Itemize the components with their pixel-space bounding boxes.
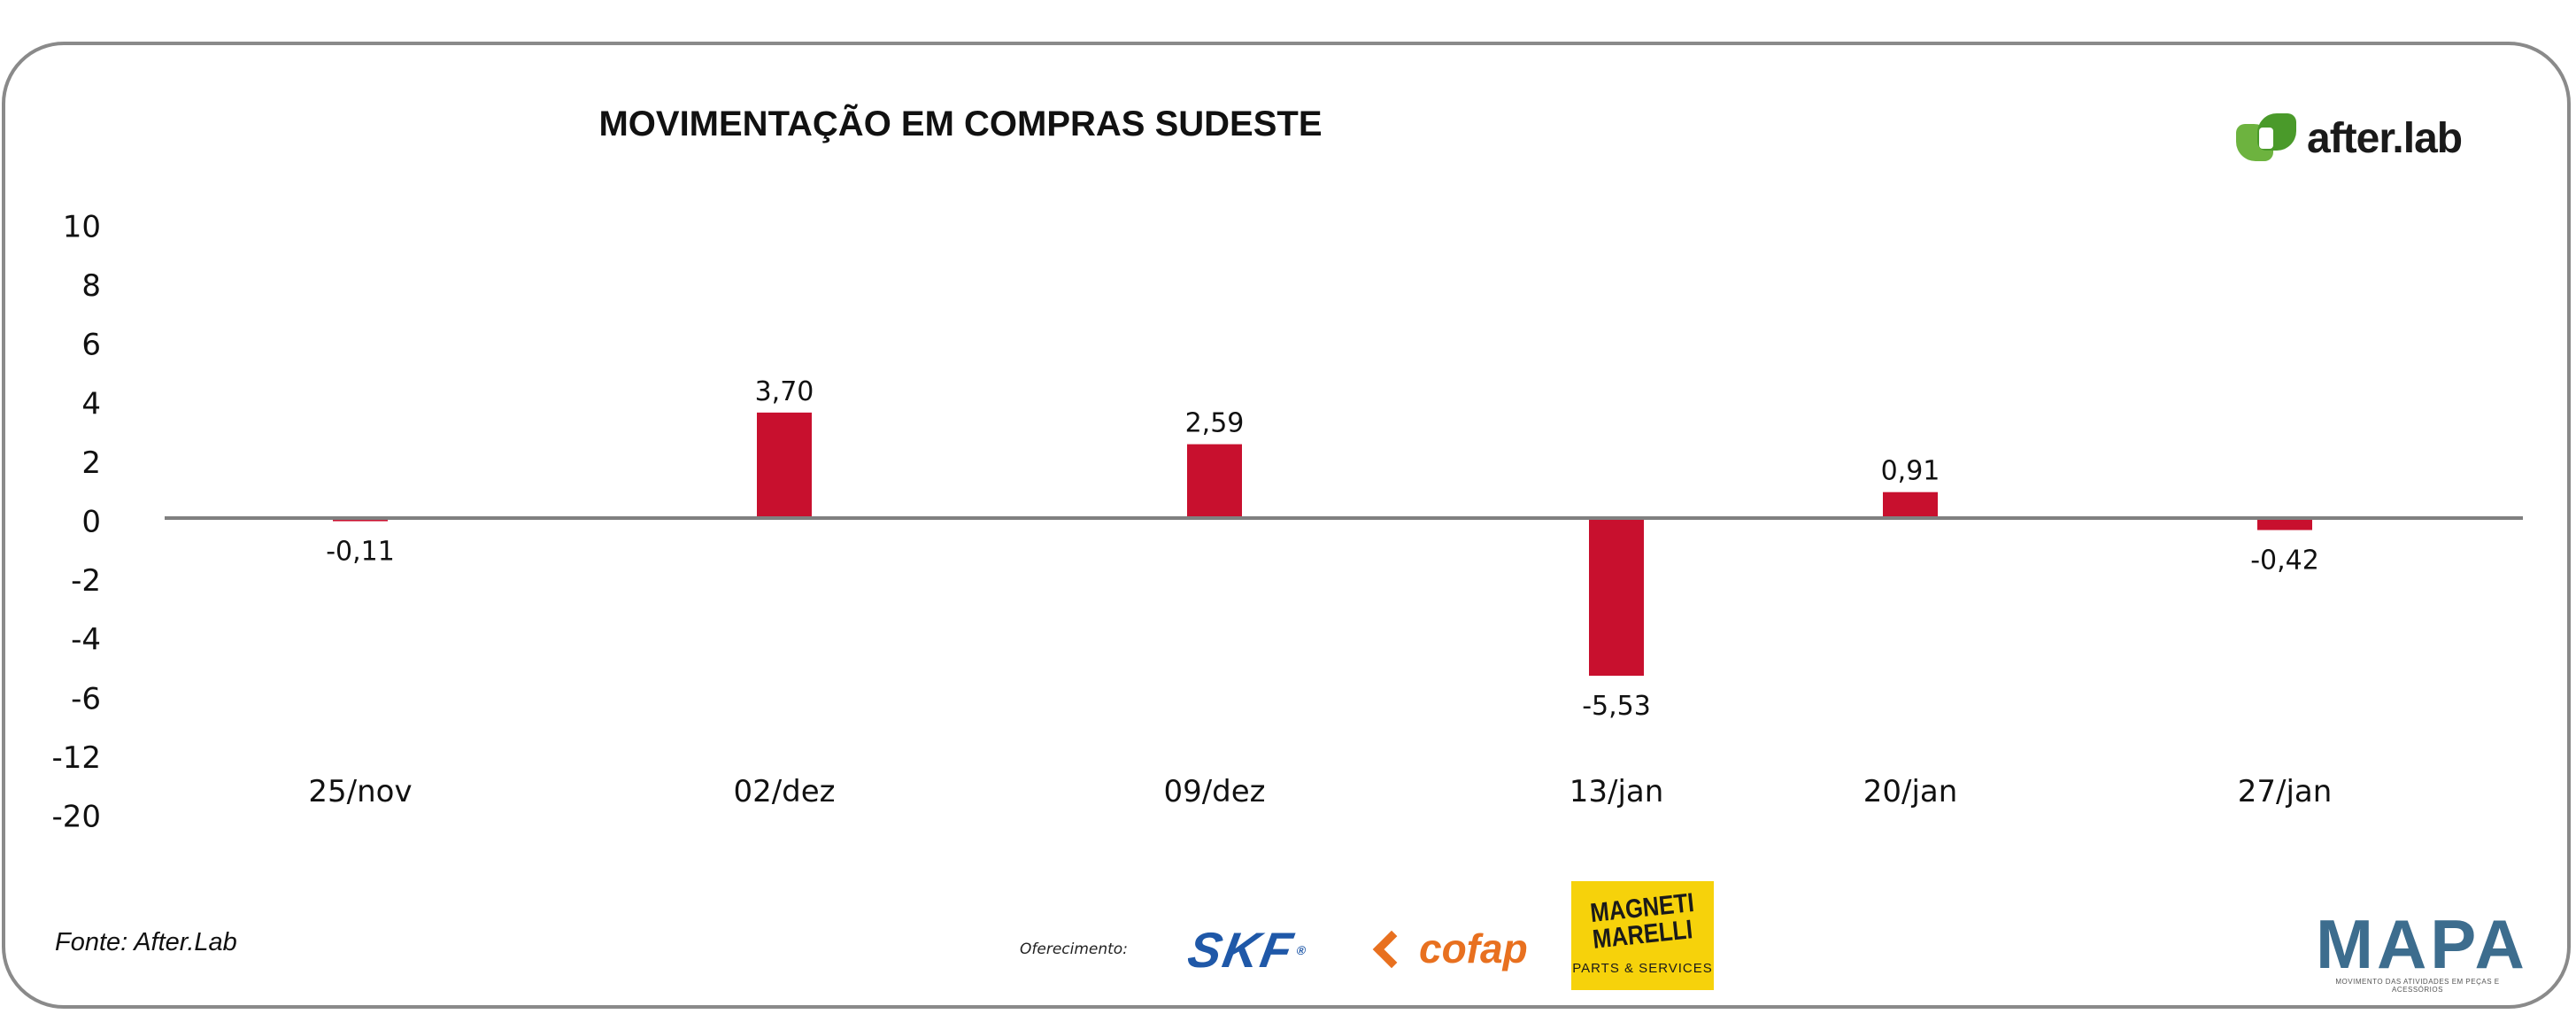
y-tick-label: -6 — [71, 681, 101, 716]
source-note: Fonte: After.Lab — [55, 928, 237, 956]
data-label: 3,70 — [755, 376, 814, 407]
afterlab-wordmark: after.lab — [2307, 114, 2463, 162]
bar — [1589, 518, 1644, 677]
y-tick-label: -2 — [71, 563, 101, 599]
bar — [2257, 518, 2312, 530]
magneti-marelli-tagline: PARTS & SERVICES — [1572, 961, 1713, 976]
x-category-label: 27/jan — [2238, 774, 2333, 809]
skf-wordmark: SKF — [1184, 922, 1299, 978]
data-label: 2,59 — [1185, 408, 1245, 439]
magneti-marelli-logo: MAGNETI MARELLI PARTS & SERVICES — [1571, 881, 1714, 990]
afterlab-logo: after.lab — [2236, 113, 2463, 163]
afterlab-logo-icon — [2236, 113, 2298, 163]
data-label: -5,53 — [1582, 691, 1651, 722]
y-tick-label: 0 — [81, 505, 101, 540]
mapa-tagline: MOVIMENTO DAS ATIVIDADES EM PEÇAS E ACES… — [2335, 978, 2500, 994]
y-tick-label: -4 — [71, 623, 101, 658]
skf-logo: SKF ® — [1184, 921, 1313, 979]
chart-frame — [2, 42, 2571, 1009]
cofap-chevron-icon — [1375, 931, 1414, 966]
y-tick-label: 6 — [81, 328, 101, 363]
data-label: -0,11 — [326, 537, 395, 568]
y-tick-label: 8 — [81, 268, 101, 304]
y-tick-label: 4 — [81, 386, 101, 422]
bar — [1187, 444, 1242, 518]
bar — [1883, 492, 1938, 518]
mapa-wordmark: MAPA — [2316, 905, 2528, 983]
mapa-logo: MAPA MOVIMENTO DAS ATIVIDADES EM PEÇAS E… — [2316, 905, 2528, 994]
x-category-label: 09/dez — [1163, 774, 1265, 809]
sponsor-label: Oferecimento: — [1020, 940, 1128, 958]
x-category-label: 25/nov — [308, 774, 412, 809]
data-label: 0,91 — [1881, 456, 1940, 487]
cofap-wordmark: cofap — [1419, 925, 1528, 971]
y-tick-label: -12 — [51, 740, 101, 776]
data-label: -0,42 — [2250, 546, 2319, 577]
x-category-label: 13/jan — [1570, 774, 1664, 809]
x-category-label: 02/dez — [733, 774, 835, 809]
y-tick-label: 2 — [81, 445, 101, 481]
x-category-label: 20/jan — [1863, 774, 1958, 809]
y-tick-label: 10 — [63, 210, 101, 245]
cofap-logo: cofap — [1375, 925, 1528, 972]
chart-title: MOVIMENTAÇÃO EM COMPRAS SUDESTE — [598, 104, 1323, 143]
y-tick-label: -20 — [51, 800, 101, 835]
bar — [757, 412, 812, 518]
